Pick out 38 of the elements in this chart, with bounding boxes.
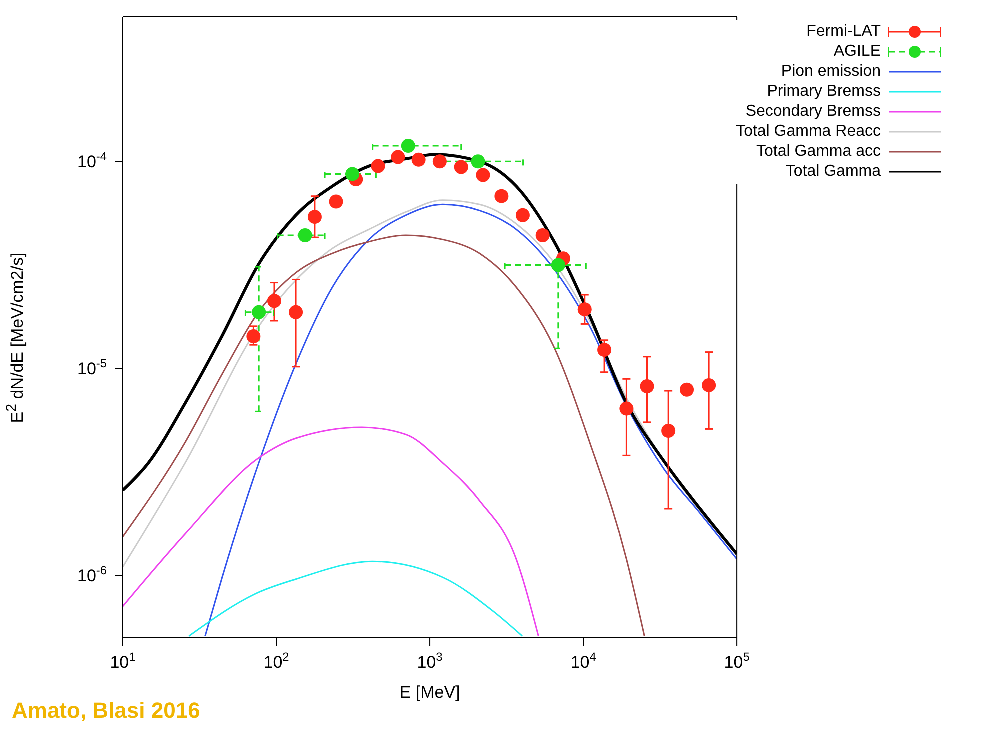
point xyxy=(371,159,386,174)
x-tick-label: 10$^{3}$ xyxy=(417,650,444,672)
legend-label: Pion emission xyxy=(781,63,881,81)
legend-label: Fermi-LAT xyxy=(806,23,881,41)
point xyxy=(432,154,447,169)
point xyxy=(494,189,509,204)
legend-label: Secondary Bremss xyxy=(746,103,881,121)
point xyxy=(289,305,304,320)
legend-label: Primary Bremss xyxy=(767,83,881,101)
point xyxy=(536,228,550,242)
point xyxy=(620,402,634,416)
point xyxy=(640,380,654,394)
point xyxy=(702,378,716,392)
legend-label: Total Gamma acc xyxy=(756,143,881,161)
y-tick-label: 10$^{-4}$ xyxy=(78,150,108,172)
x-tick-label: 10$^{1}$ xyxy=(110,650,136,672)
point xyxy=(454,160,468,174)
legend-label: AGILE xyxy=(834,43,881,61)
legend-label: Total Gamma xyxy=(786,163,881,181)
x-tick-label: 10$^{4}$ xyxy=(570,650,597,672)
x-tick-label: 10$^{5}$ xyxy=(724,650,750,672)
x-axis-title: E [MeV] xyxy=(400,683,460,702)
point xyxy=(412,152,426,167)
text: Amato, Blasi 2016 xyxy=(12,698,200,724)
legend-label: Total Gamma Reacc xyxy=(736,123,881,141)
point xyxy=(680,382,694,397)
point xyxy=(662,424,676,438)
point xyxy=(598,343,612,358)
point xyxy=(267,294,282,308)
x-tick-label: 10$^{2}$ xyxy=(264,650,290,672)
point xyxy=(329,194,344,209)
point xyxy=(246,330,261,344)
point xyxy=(516,208,530,222)
point xyxy=(308,210,322,224)
point xyxy=(578,302,592,317)
point xyxy=(391,150,406,164)
y-tick-label: 10$^{-6}$ xyxy=(78,564,108,586)
y-tick-label: 10$^{-5}$ xyxy=(78,356,108,379)
